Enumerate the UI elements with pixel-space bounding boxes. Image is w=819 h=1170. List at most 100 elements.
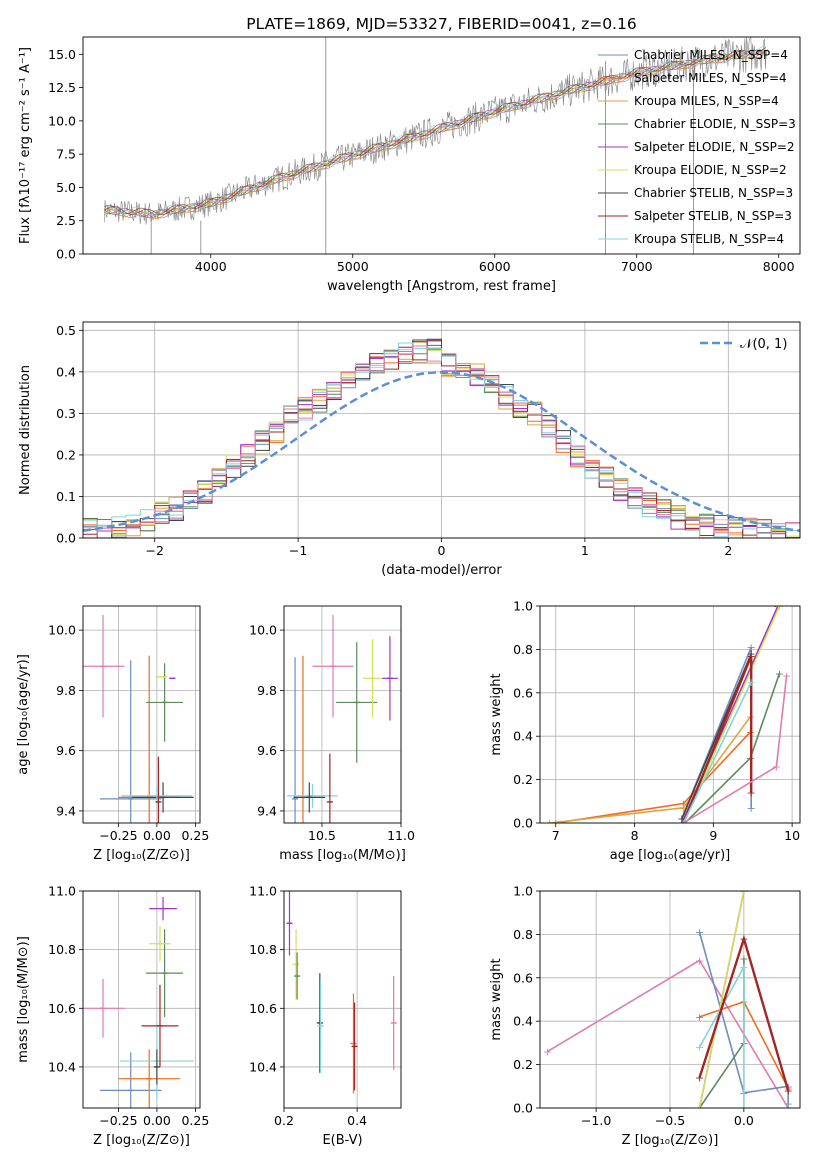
plot-area <box>287 615 398 823</box>
errorbar-point-5 <box>149 926 171 962</box>
errorbar-point-1 <box>293 929 300 1000</box>
legend-label: Salpeter ELODIE, N_SSP=2 <box>634 140 795 154</box>
x-tick-label: 8 <box>631 828 639 843</box>
weight-marker: + <box>679 817 688 830</box>
weight-marker: + <box>677 817 686 830</box>
y-tick-label: 10.4 <box>48 1059 76 1074</box>
errorbar-point-8 <box>293 782 326 813</box>
weight-marker: + <box>747 648 756 661</box>
weight-marker: + <box>784 1102 793 1115</box>
y-axis-label: Flux [fλ10⁻¹⁷ erg cm⁻² s⁻¹ A⁻¹] <box>18 47 33 244</box>
x-tick-label: 0.00 <box>143 828 171 843</box>
x-tick-label: 11.0 <box>387 828 415 843</box>
errorbar-point-8 <box>155 756 162 823</box>
weight-marker: + <box>784 1098 793 1111</box>
weight-marker: + <box>695 1041 704 1054</box>
errorbar-point-7 <box>390 976 397 1070</box>
y-tick-label: 9.6 <box>257 743 277 758</box>
x-tick-label: 10.5 <box>308 828 336 843</box>
chart-residuals: −2 −1 0 1 2 0.0 0.1 0.2 0.3 0.4 0.5 𝒩(0, 1) (data-mo… <box>18 321 801 578</box>
legend-label: Chabrier STELIB, N_SSP=3 <box>634 186 793 200</box>
y-axis-label: age [log₁₀(age/yr)] <box>16 654 31 775</box>
y-tick-label: 10.6 <box>249 1001 277 1016</box>
errorbar-point-4 <box>149 896 177 921</box>
y-tick-label: 0.5 <box>56 323 76 338</box>
y-tick-label: 0.4 <box>513 729 533 744</box>
errorbar-point-0 <box>286 891 293 956</box>
x-tick-label: 0.00 <box>143 1113 171 1128</box>
y-tick-label: 0.3 <box>56 406 76 421</box>
chart-title: PLATE=1869, MJD=53327, FIBERID=0041, z=0… <box>246 15 636 33</box>
weight-marker: + <box>551 817 560 830</box>
errorbar-point-2 <box>294 952 301 1000</box>
errorbar-point-5 <box>363 639 383 718</box>
x-tick-label: −0.5 <box>655 1113 685 1128</box>
errorbar-point-3 <box>146 929 184 1018</box>
y-tick-label: 0.2 <box>513 1057 533 1072</box>
y-tick-label: 0.4 <box>513 1014 533 1029</box>
x-tick-label: 0 <box>438 543 446 558</box>
weight-marker: + <box>739 885 748 898</box>
y-tick-label: 10.8 <box>249 942 277 957</box>
y-axis-label: mass weight <box>489 673 504 755</box>
chart-mass-vs-EBV: 0.2 0.4 10.4 10.6 10.8 11.0 E(B-V) <box>249 884 402 1148</box>
plot-frame <box>82 321 801 539</box>
y-axis-label: Normed distribution <box>18 365 33 495</box>
weight-line-5 <box>698 891 745 1108</box>
weight-marker: + <box>679 817 688 830</box>
y-tick-label: 0.0 <box>513 816 533 831</box>
x-tick-label: 5000 <box>337 259 369 274</box>
errorbar-point-0 <box>312 615 354 718</box>
x-tick-label: −2 <box>145 543 163 558</box>
weight-line-2 <box>549 716 752 823</box>
errorbar-point-3 <box>316 973 323 1073</box>
x-tick-label: 4000 <box>195 259 227 274</box>
weight-line-8 <box>682 681 752 823</box>
weight-marker: + <box>739 933 748 946</box>
histogram-9 <box>83 345 800 538</box>
weight-marker: + <box>775 667 784 680</box>
errorbar-point-5 <box>350 993 357 1094</box>
x-axis-label: (data-model)/error <box>381 563 502 578</box>
normal-curve <box>83 371 800 532</box>
weight-marker: + <box>747 641 756 654</box>
x-axis-label: Z [log₁₀(Z/Z⊙)] <box>622 1133 719 1148</box>
weight-marker: + <box>695 1102 704 1115</box>
y-tick-label: 7.5 <box>56 147 76 162</box>
plot-area: ++++++++++++++++++++++++++ <box>545 606 791 830</box>
weight-marker: + <box>747 650 756 663</box>
x-tick-label: 0.2 <box>274 1113 294 1128</box>
y-tick-label: 10.0 <box>48 113 76 128</box>
y-axis-label: mass [log₁₀(M/M⊙)] <box>16 936 31 1063</box>
plot-area <box>83 338 800 538</box>
plot-frame <box>82 36 801 255</box>
plot-frame <box>82 890 201 1109</box>
weight-marker: + <box>695 1011 704 1024</box>
errorbar-point-1 <box>99 660 162 823</box>
weight-line-6 <box>698 963 745 1108</box>
plot-frame <box>82 605 201 824</box>
errorbar-point-3 <box>132 782 194 813</box>
y-tick-label: 0.0 <box>56 247 76 262</box>
weight-marker: + <box>782 669 791 682</box>
errorbar-point-3 <box>336 642 378 763</box>
x-tick-label: 0.25 <box>181 1113 209 1128</box>
weight-marker: + <box>739 961 748 974</box>
weight-line-9 <box>682 675 788 823</box>
plot-area: +++++++++++++++++++++++ <box>543 885 793 1115</box>
weight-marker: + <box>679 802 688 815</box>
chart-age-vs-mass: 10.5 11.0 9.4 9.6 9.8 10.0 mass [log₁₀(M/M⊙)] <box>249 605 415 863</box>
y-tick-label: 10.8 <box>48 942 76 957</box>
errorbar-point-6 <box>351 1002 358 1091</box>
y-tick-label: 0.0 <box>513 1101 533 1116</box>
plot-frame <box>539 890 801 1109</box>
weight-line-7 <box>698 934 790 1091</box>
legend-label: Chabrier MILES, N_SSP=4 <box>634 48 788 62</box>
x-axis-label: Z [log₁₀(Z/Z⊙)] <box>93 1133 190 1148</box>
x-tick-label: 7000 <box>621 259 653 274</box>
y-tick-label: 0.2 <box>513 772 533 787</box>
chart-spectrum: 4000 5000 6000 7000 8000 0.0 2.5 5.0 7.5 10.0 12.5… <box>18 15 801 294</box>
legend-label: Kroupa ELODIE, N_SSP=2 <box>634 163 787 177</box>
weight-line-3 <box>698 958 745 1108</box>
